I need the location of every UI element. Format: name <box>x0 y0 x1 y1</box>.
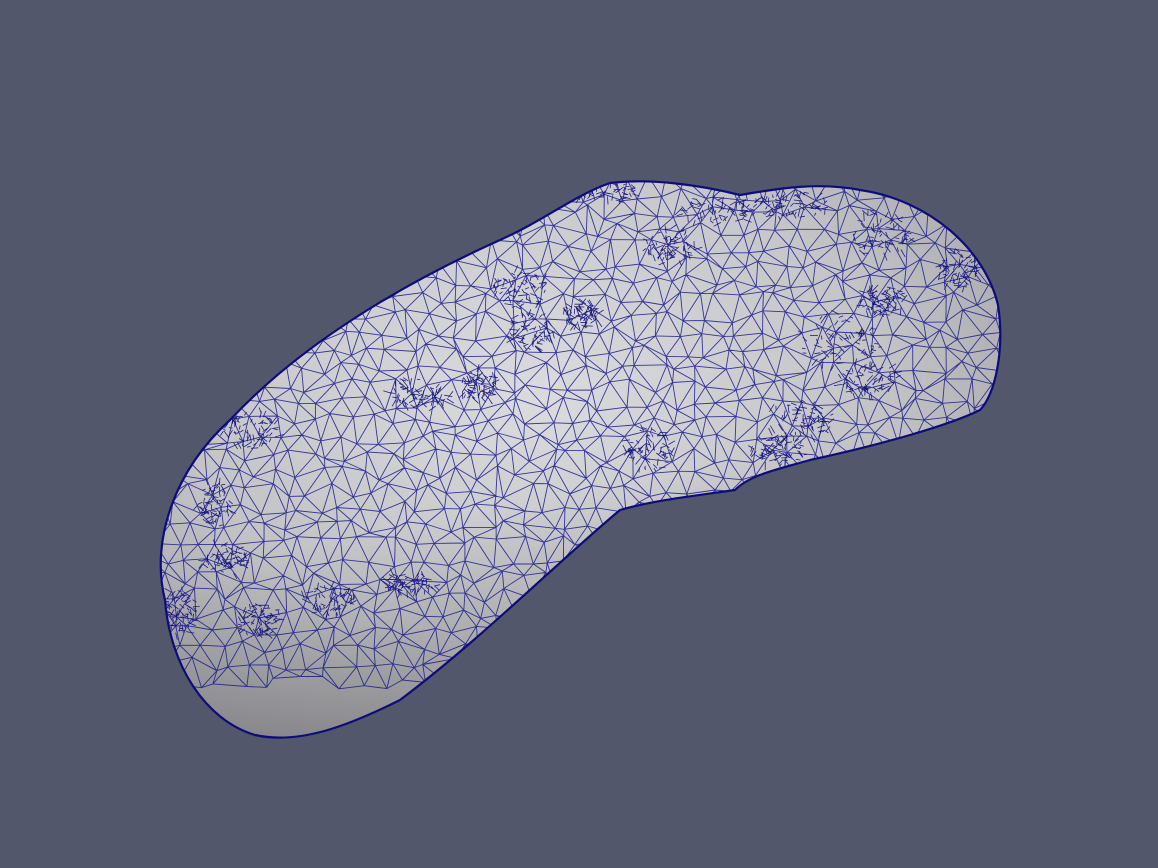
dense-mesh-cluster <box>383 377 455 412</box>
mesh-surface-shading <box>160 181 1001 738</box>
dense-mesh-cluster <box>856 284 908 318</box>
dense-mesh-cluster <box>458 364 500 405</box>
dense-mesh-cluster <box>492 265 548 317</box>
dense-mesh-cluster <box>621 424 676 473</box>
dense-mesh-cluster <box>301 580 357 621</box>
dense-mesh-cluster <box>562 298 604 331</box>
dense-mesh-cluster <box>748 432 808 471</box>
dense-mesh-cluster <box>754 186 828 221</box>
mesh-dense-regions <box>160 181 982 640</box>
dense-mesh-cluster <box>198 539 250 579</box>
dense-mesh-cluster <box>219 407 284 450</box>
dense-mesh-cluster <box>381 567 440 599</box>
dense-mesh-cluster <box>797 310 882 371</box>
dense-mesh-cluster <box>237 603 285 639</box>
dense-mesh-cluster <box>833 361 902 401</box>
dense-mesh-cluster <box>768 399 835 443</box>
dense-mesh-cluster <box>852 209 916 261</box>
dense-mesh-cluster <box>193 477 236 527</box>
mesh-silhouette <box>159 180 1002 739</box>
dense-mesh-cluster <box>674 192 758 227</box>
dense-mesh-cluster <box>642 224 703 266</box>
dense-mesh-cluster <box>506 309 555 353</box>
mesh-model[interactable] <box>133 153 1038 739</box>
